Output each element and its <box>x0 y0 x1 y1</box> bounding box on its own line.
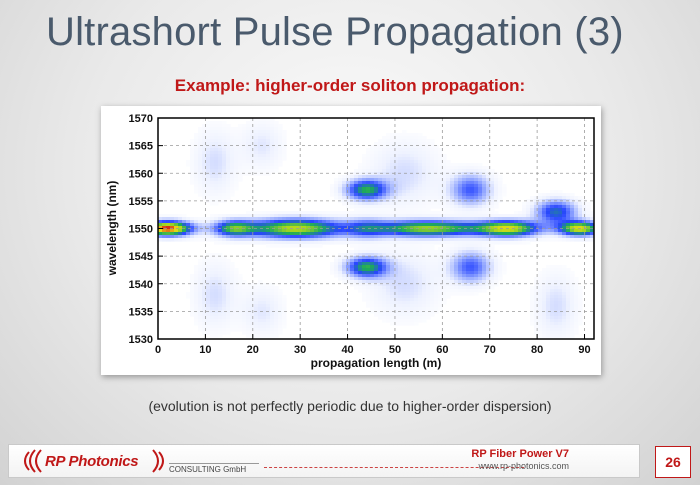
page-number: 26 <box>655 446 691 478</box>
x-tick-label: 40 <box>341 344 353 356</box>
company-tagline: CONSULTING GmbH <box>169 463 259 474</box>
x-tick-label: 30 <box>294 344 306 356</box>
y-tick-label: 1545 <box>129 251 153 263</box>
slide-title: Ultrashort Pulse Propagation (3) <box>46 10 624 54</box>
y-tick-label: 1530 <box>129 334 153 346</box>
chart-figure: 0 10 20 30 40 50 60 70 80 90 1530 1535 1540 1545 1550… <box>101 106 601 375</box>
footer-bar: RP Photonics CONSULTING GmbH RP Fiber Po… <box>8 444 640 478</box>
y-tick-label: 1565 <box>129 141 153 153</box>
website-link[interactable]: www.rp-photonics.com <box>478 461 569 471</box>
heatmap-cells <box>158 118 594 339</box>
y-axis-label: wavelength (nm) <box>105 181 119 277</box>
company-logo: RP Photonics <box>45 453 139 470</box>
x-tick-label: 10 <box>199 344 211 356</box>
logo-arcs-right-icon <box>152 449 164 473</box>
x-tick-label: 20 <box>247 344 259 356</box>
y-tick-label: 1535 <box>129 306 153 318</box>
y-tick-label: 1555 <box>129 196 153 208</box>
x-tick-label: 70 <box>484 344 496 356</box>
y-tick-label: 1550 <box>129 224 153 236</box>
x-tick-label: 80 <box>531 344 543 356</box>
y-tick-label: 1540 <box>129 279 153 291</box>
x-tick-label: 0 <box>155 344 161 356</box>
slide-subtitle: Example: higher-order soliton propagatio… <box>174 76 526 95</box>
x-axis-label: propagation length (m) <box>311 356 442 370</box>
footer-divider <box>264 467 524 468</box>
y-tick-label: 1560 <box>129 168 153 180</box>
heatmap-chart: 0 10 20 30 40 50 60 70 80 90 1530 1535 1540 1545 1550… <box>105 113 595 370</box>
y-tick-label: 1570 <box>129 113 153 125</box>
product-name: RP Fiber Power V7 <box>471 448 569 460</box>
x-tick-label: 60 <box>436 344 448 356</box>
logo-arcs-left-icon <box>24 449 42 473</box>
footer: RP Photonics CONSULTING GmbH RP Fiber Po… <box>0 444 700 485</box>
figure-caption: (evolution is not perfectly periodic due… <box>148 398 552 414</box>
x-tick-label: 90 <box>578 344 590 356</box>
x-tick-label: 50 <box>389 344 401 356</box>
